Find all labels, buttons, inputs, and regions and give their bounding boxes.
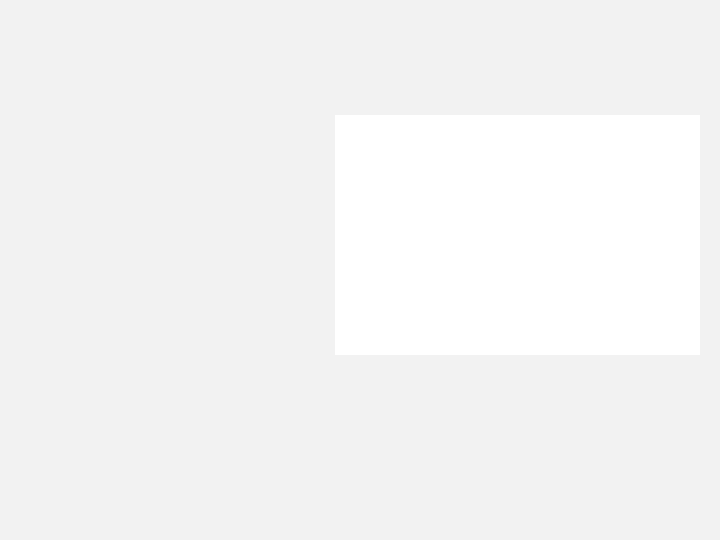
bottom-paragraph	[24, 395, 704, 417]
efficiency-chart	[335, 115, 700, 355]
heading-block	[24, 365, 704, 417]
slide-page	[0, 0, 720, 540]
